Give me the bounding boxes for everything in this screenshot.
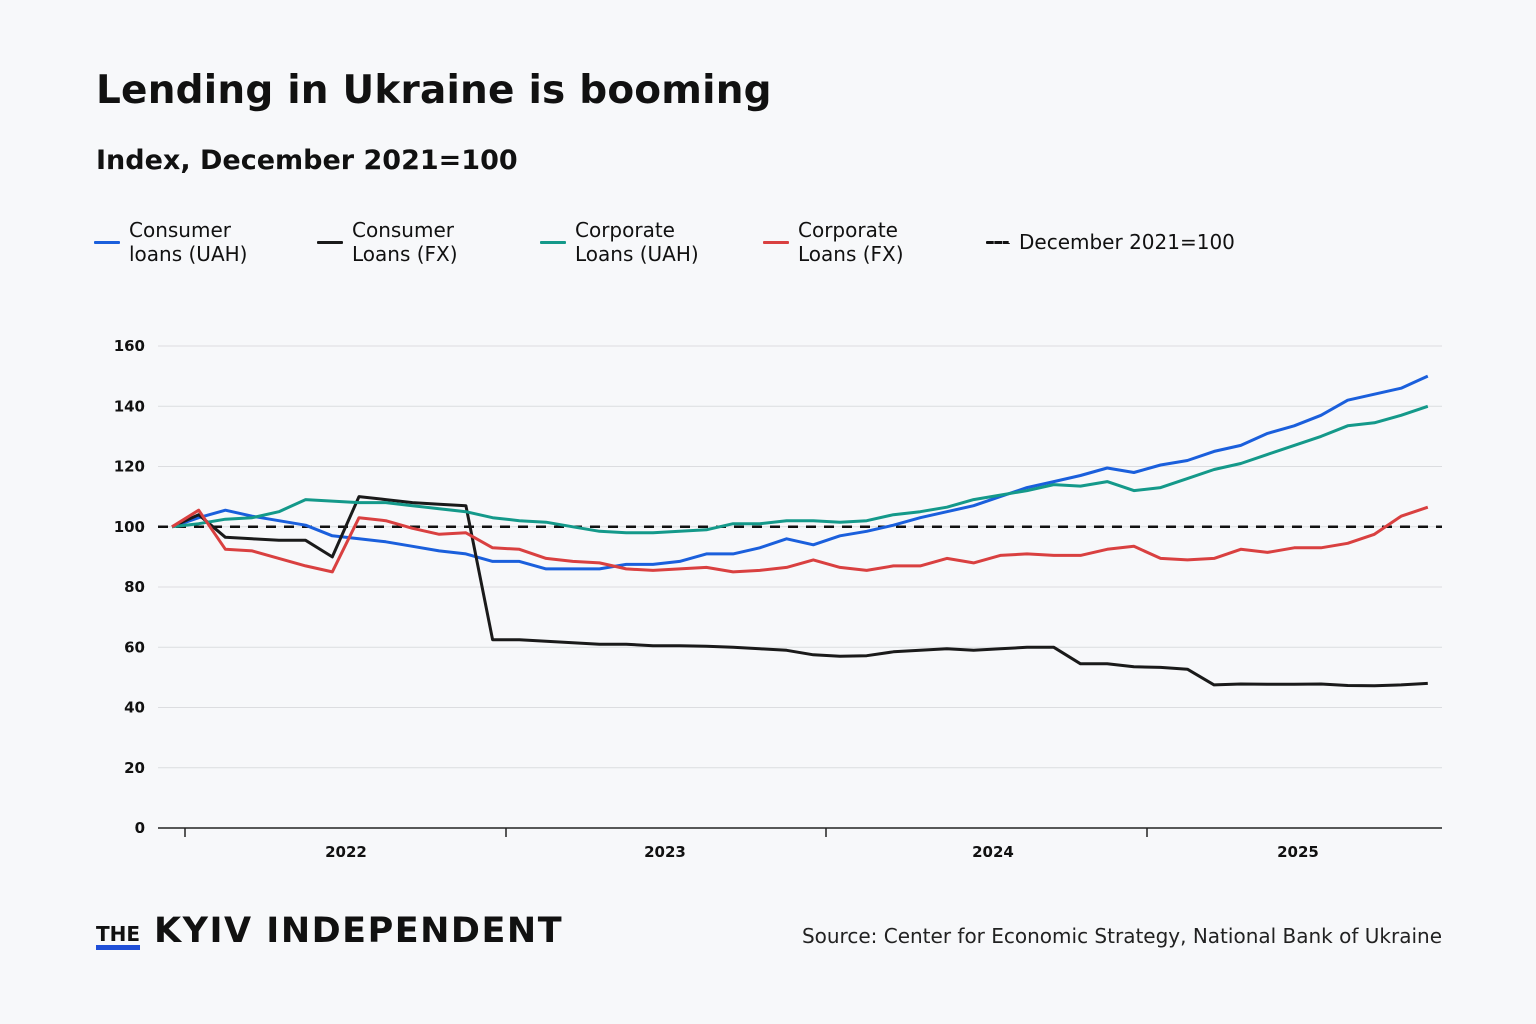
legend-item: Corporate Loans (UAH) bbox=[540, 218, 725, 266]
y-tick-label: 100 bbox=[114, 518, 145, 536]
y-tick-label: 120 bbox=[114, 458, 145, 476]
y-tick-label: 160 bbox=[114, 337, 145, 355]
legend-item: December 2021=100 bbox=[986, 230, 1235, 254]
legend-label: Consumer loans (UAH) bbox=[129, 218, 248, 266]
legend-item: Corporate Loans (FX) bbox=[763, 218, 948, 266]
series-line-corporate-loans-uah bbox=[171, 404, 1429, 535]
chart-title: Lending in Ukraine is booming bbox=[96, 68, 772, 113]
legend-label: December 2021=100 bbox=[1019, 230, 1235, 254]
x-tick-label: 2024 bbox=[972, 843, 1014, 861]
legend-swatch bbox=[94, 240, 120, 244]
x-tick-label: 2025 bbox=[1277, 843, 1319, 861]
series-line-consumer-loans-fx bbox=[171, 495, 1428, 688]
legend-swatch bbox=[317, 240, 343, 244]
kyiv-independent-logo: THE KYIV INDEPENDENT bbox=[96, 912, 563, 950]
y-tick-label: 0 bbox=[135, 819, 145, 837]
legend-item: Consumer Loans (FX) bbox=[317, 218, 502, 266]
series-line-corporate-loans-fx bbox=[171, 505, 1429, 574]
y-tick-label: 80 bbox=[124, 578, 145, 596]
y-tick-label: 60 bbox=[124, 638, 145, 656]
legend-label: Consumer Loans (FX) bbox=[352, 218, 458, 266]
legend-swatch bbox=[986, 240, 1010, 244]
series-line-consumer-loans-uah bbox=[171, 374, 1429, 571]
legend-swatch bbox=[763, 240, 789, 244]
legend: Consumer loans (UAH) Consumer Loans (FX) C… bbox=[94, 218, 1273, 266]
y-tick-label: 140 bbox=[114, 397, 145, 415]
logo-the: THE bbox=[96, 924, 141, 950]
logo-main: KYIV INDEPENDENT bbox=[154, 911, 564, 951]
y-tick-label: 40 bbox=[124, 699, 145, 717]
x-tick-label: 2022 bbox=[325, 843, 367, 861]
x-tick-label: 2023 bbox=[644, 843, 686, 861]
legend-item: Consumer loans (UAH) bbox=[94, 218, 279, 266]
legend-swatch bbox=[540, 240, 566, 244]
legend-label: Corporate Loans (FX) bbox=[798, 218, 904, 266]
legend-label: Corporate Loans (UAH) bbox=[575, 218, 699, 266]
y-tick-label: 20 bbox=[124, 759, 145, 777]
chart-subtitle: Index, December 2021=100 bbox=[96, 145, 518, 176]
source-note: Source: Center for Economic Strategy, Na… bbox=[801, 924, 1442, 948]
